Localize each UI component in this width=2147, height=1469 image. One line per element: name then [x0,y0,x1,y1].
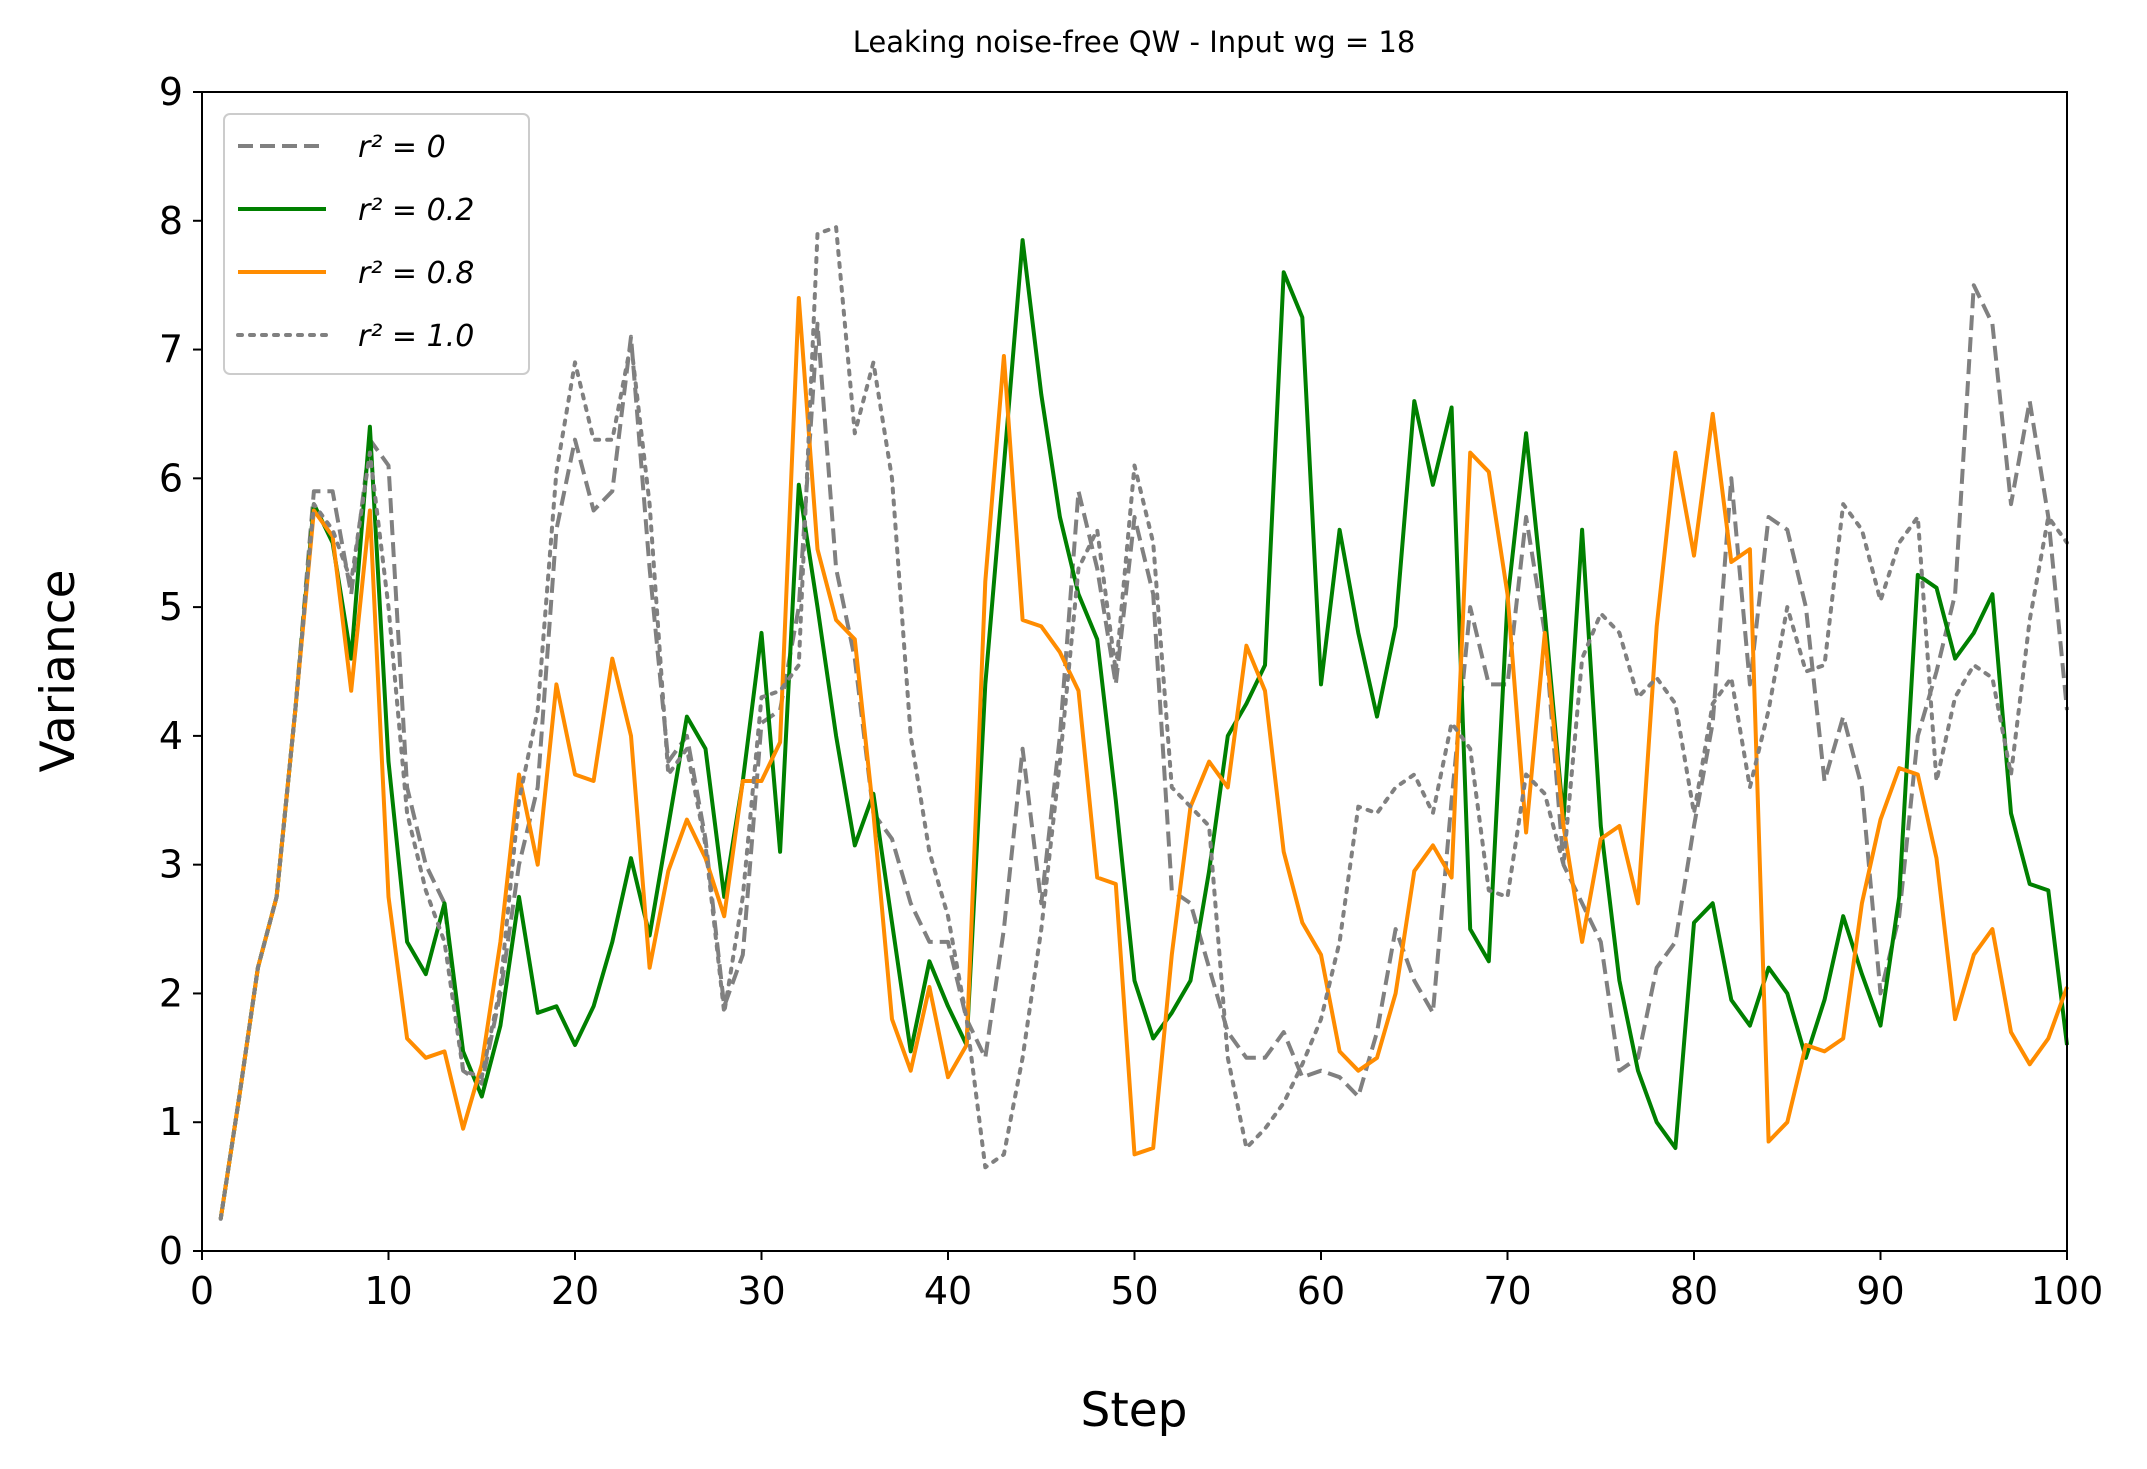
x-tick-label: 20 [551,1269,599,1313]
x-axis-label: Step [1080,1383,1187,1438]
y-tick-label: 3 [159,843,183,887]
x-axis: 0 10 20 30 40 50 60 70 80 90 100 [190,1251,2103,1313]
legend-frame [223,113,530,375]
x-tick-label: 80 [1670,1269,1718,1313]
series-line-3 [218,225,2069,1221]
x-tick-label: 50 [1110,1269,1158,1313]
y-tick-label: 1 [159,1100,183,1144]
legend-label-3: r² = 1.0 [358,319,474,354]
y-tick-label: 0 [159,1229,183,1273]
legend-label-2: r² = 0.8 [358,256,474,291]
legend-label-0: r² = 0 [358,130,446,165]
y-tick-label: 4 [159,714,183,758]
y-tick-label: 7 [159,328,183,372]
x-tick-label: 60 [1297,1269,1345,1313]
series-line-2 [218,296,2069,1220]
y-tick-label: 2 [159,971,183,1015]
y-axis: 0 1 2 3 4 5 6 7 8 9 [159,70,202,1273]
x-tick-label: 0 [190,1269,214,1313]
x-tick-label: 30 [737,1269,785,1313]
legend-label-1: r² = 0.2 [358,193,474,228]
x-tick-label: 70 [1483,1269,1531,1313]
x-tick-label: 100 [2031,1269,2104,1313]
y-tick-label: 8 [159,199,183,243]
series-layer [218,225,2069,1221]
legend: r² = 0 r² = 0.2 r² = 0.8 r² = 1.0 [223,113,530,375]
y-axis-label: Variance [31,569,86,772]
y-tick-label: 5 [159,585,183,629]
series-line-1 [218,238,2069,1220]
y-tick-label: 6 [159,456,183,500]
x-tick-label: 90 [1856,1269,1904,1313]
x-tick-label: 10 [364,1269,412,1313]
x-tick-label: 40 [924,1269,972,1313]
chart-title: Leaking noise-free QW - Input wg = 18 [853,25,1416,59]
y-tick-label: 9 [159,70,183,114]
